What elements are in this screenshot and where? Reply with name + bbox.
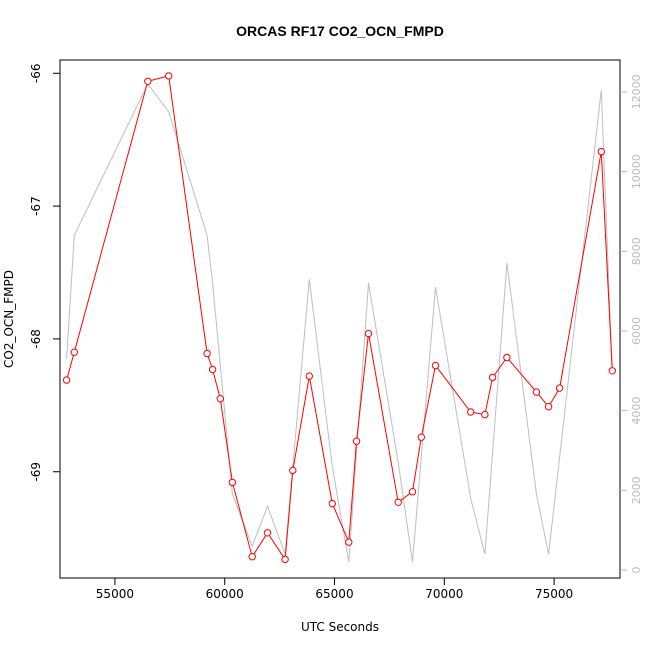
data-point xyxy=(216,395,225,403)
bottom-axis: 55000 60000 65000 70000 75000 xyxy=(96,578,573,601)
x-tick-label: 60000 xyxy=(206,587,244,601)
data-point xyxy=(481,410,489,419)
data-point xyxy=(345,538,353,546)
y2-tick-label: 0 xyxy=(630,567,643,574)
data-point xyxy=(408,488,417,496)
series-layer xyxy=(62,72,616,564)
data-point xyxy=(208,365,217,374)
chart-title: ORCAS RF17 CO2_OCN_FMPD xyxy=(236,23,444,39)
data-point xyxy=(488,373,497,382)
data-point xyxy=(597,147,605,156)
data-point xyxy=(431,361,440,370)
data-point xyxy=(228,478,237,487)
left-axis: -66 -67 -68 -69 xyxy=(29,63,60,482)
y-tick-label: -69 xyxy=(29,462,43,482)
y2-tick-label: 2000 xyxy=(630,476,643,504)
data-point xyxy=(165,72,173,80)
data-point xyxy=(248,553,256,561)
data-point xyxy=(364,329,373,338)
data-point xyxy=(263,529,272,537)
data-point xyxy=(544,403,553,411)
y2-tick-label: 8000 xyxy=(630,237,643,265)
data-point xyxy=(144,77,152,86)
y2-tick-label: 4000 xyxy=(630,397,643,425)
data-point xyxy=(328,499,336,508)
x-tick-label: 65000 xyxy=(315,587,353,601)
data-point xyxy=(467,408,475,416)
data-point xyxy=(305,372,313,380)
data-point xyxy=(70,348,79,356)
data-point xyxy=(289,466,297,475)
data-point xyxy=(394,498,402,506)
data-point xyxy=(281,555,289,564)
data-point xyxy=(352,437,361,445)
x-tick-label: 75000 xyxy=(535,587,573,601)
data-point xyxy=(417,433,425,441)
y2-tick-label: 10000 xyxy=(630,154,643,189)
series-line-0 xyxy=(66,75,613,561)
data-point xyxy=(62,376,71,384)
right-axis: 0 2000 4000 6000 8000 10000 12000 xyxy=(620,74,643,574)
x-axis-label: UTC Seconds xyxy=(301,620,379,634)
data-point xyxy=(555,384,564,392)
data-point xyxy=(203,349,211,358)
y-tick-label: -67 xyxy=(29,196,43,216)
y2-tick-label: 6000 xyxy=(630,317,643,345)
x-tick-label: 55000 xyxy=(96,587,134,601)
series-line-1 xyxy=(66,82,613,563)
y-tick-label: -68 xyxy=(29,329,43,349)
y-tick-label: -66 xyxy=(29,63,43,83)
data-point xyxy=(532,388,541,396)
x-tick-label: 70000 xyxy=(425,587,463,601)
y-axis-label: CO2_OCN_FMPD xyxy=(2,270,16,368)
y2-tick-label: 12000 xyxy=(630,74,643,109)
plot-frame xyxy=(59,59,621,579)
data-point xyxy=(503,353,511,362)
data-point xyxy=(608,367,616,375)
